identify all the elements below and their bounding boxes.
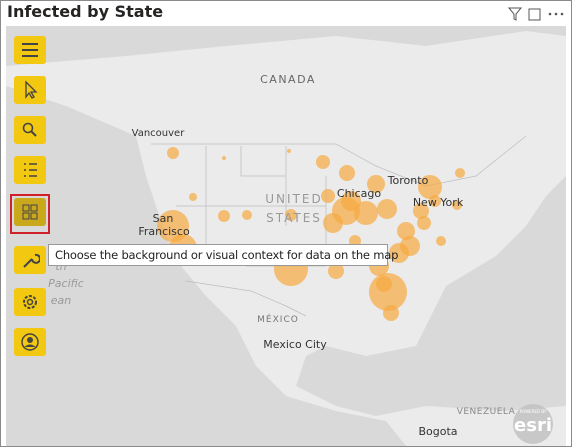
map-label: th: [55, 260, 66, 273]
selection-highlight: [10, 194, 50, 234]
bubble: [242, 210, 252, 220]
bubble: [417, 216, 431, 230]
map-label: ean: [51, 294, 72, 307]
bubble: [413, 203, 429, 219]
account-button[interactable]: [14, 328, 46, 356]
header-icons: [507, 7, 564, 21]
select-button[interactable]: [14, 76, 46, 104]
bubble: [367, 175, 385, 193]
map-label: MÉXICO: [257, 313, 299, 325]
menu-button[interactable]: [14, 36, 46, 64]
map-label: Pacific: [48, 277, 84, 290]
map-label: Mexico City: [263, 338, 327, 351]
bubble: [323, 213, 343, 233]
bubble: [157, 210, 189, 242]
map-label: Toronto: [387, 174, 429, 187]
bubble: [285, 209, 297, 221]
map-label: Chicago: [337, 187, 381, 200]
bubble: [222, 156, 226, 160]
map-label: CANADA: [260, 73, 316, 86]
bubble: [354, 201, 378, 225]
map-label: UNITED: [265, 192, 322, 206]
powered-by: POWERED BY: [520, 409, 547, 414]
bubble: [436, 236, 446, 246]
map-label: Vancouver: [132, 128, 186, 139]
bubbles: [157, 147, 465, 321]
visual-title: Infected by State: [7, 2, 164, 21]
bubble: [383, 305, 399, 321]
map-label: New York: [413, 196, 464, 209]
map-label: Bogota: [418, 425, 457, 438]
map-labels: CANADA Vancouver UNITED STATES Chicago Toront…: [48, 73, 515, 438]
bubble: [287, 149, 291, 153]
bubble: [189, 193, 197, 201]
bubble: [377, 199, 397, 219]
bubble: [218, 210, 230, 222]
focus-icon[interactable]: [528, 8, 541, 21]
tooltip: Choose the background or visual context …: [48, 244, 398, 266]
bubble: [418, 175, 442, 199]
bubble: [321, 189, 335, 203]
map: CANADA Vancouver UNITED STATES Chicago Toront…: [6, 26, 566, 446]
bubble: [452, 200, 462, 210]
tools-button[interactable]: [14, 246, 46, 274]
bubble: [167, 147, 179, 159]
bubble: [369, 273, 407, 311]
bubble: [339, 165, 355, 181]
layers-button[interactable]: [14, 156, 46, 184]
bubble: [455, 168, 465, 178]
esri-logo: POWERED BY esri: [513, 404, 553, 444]
land: [6, 31, 566, 446]
search-button[interactable]: [14, 116, 46, 144]
filter-icon[interactable]: [507, 7, 523, 21]
more-icon[interactable]: [548, 12, 564, 16]
settings-button[interactable]: [14, 288, 46, 316]
map-label: Francisco: [138, 225, 190, 238]
esri-brand: esri: [514, 415, 552, 436]
bubble: [429, 195, 441, 207]
map-label: STATES: [266, 211, 322, 225]
bubble: [389, 243, 409, 263]
bubble: [328, 263, 344, 279]
bubble: [316, 155, 330, 169]
map-label: San: [153, 212, 174, 225]
map-label: VENEZUELA: [457, 407, 516, 417]
basemap-button[interactable]: [14, 198, 46, 226]
bubble: [397, 222, 415, 240]
